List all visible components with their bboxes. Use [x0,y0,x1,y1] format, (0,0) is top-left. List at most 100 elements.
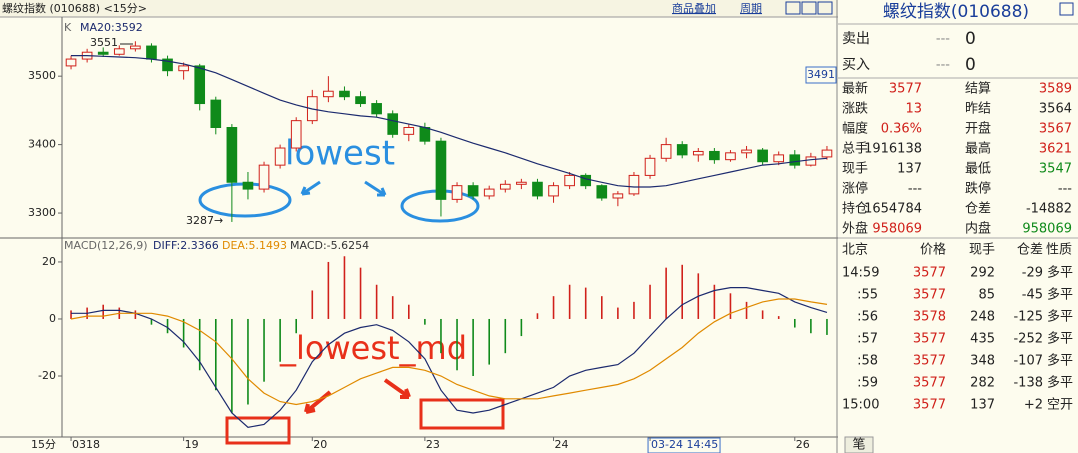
field-value: 3567 [1039,122,1072,137]
table-cell: 3577 [913,332,946,347]
table-cell: 3577 [913,288,946,303]
candle-body [532,181,543,197]
icon-button[interactable] [1059,2,1074,16]
legend-entry: DEA:5.1493 [222,239,287,252]
series-line [71,55,828,188]
table-cell: 3577 [913,266,946,281]
icon-button[interactable] [785,1,801,15]
field-label: 现手 [842,162,868,177]
icon-button[interactable] [801,1,817,15]
candle-body [596,185,608,199]
table-cell: :57 [857,332,878,347]
field-label: 跌停 [965,181,991,197]
table-cell: 292 [970,266,995,281]
candle-body [516,181,527,185]
field-value: 13 [905,102,922,117]
candle-body [499,183,511,190]
table-cell: 348 [970,354,995,369]
candle-body [709,150,720,161]
candle-body [725,152,736,161]
arrow [364,180,387,197]
candle-body [226,127,238,183]
y-tick-label: 3500 [28,69,56,82]
tab-label[interactable]: 笔 [852,437,865,453]
table-cell: -29 [1022,266,1043,281]
field-value: 958069 [872,222,922,237]
candle-body [580,174,592,187]
series-line [70,298,828,406]
candle-body [757,149,768,163]
table-cell: 14:59 [842,266,879,281]
arrow [300,180,321,196]
table-cell: :56 [857,310,878,325]
icon-button[interactable] [817,1,833,15]
field-value: 3564 [1039,102,1072,117]
table-header: 仓差 [1017,243,1043,258]
table-cell: -107 [1013,354,1043,369]
field-label: 最高 [965,141,991,157]
candle-body [467,185,479,197]
table-cell: -125 [1013,310,1043,325]
candle-body [194,65,206,105]
field-label: 幅度 [842,121,868,137]
order-price: --- [936,58,950,73]
candle-body [548,185,559,197]
y-tick-label: 0 [49,312,56,325]
field-value: 1916138 [864,142,922,157]
field-value: 1654784 [864,202,922,217]
field-value: 3547 [1039,162,1072,177]
x-tick-label: 0318 [72,438,100,451]
table-header: 价格 [920,242,946,258]
x-tick-label: 23 [426,438,440,451]
table-cell: -45 [1022,288,1043,303]
table-cell: 多平 [1047,375,1073,391]
candle-body [660,144,672,159]
candle-body [130,45,141,50]
table-cell: 137 [970,398,995,413]
table-cell: 435 [970,332,995,347]
candle-body [178,65,189,72]
candle-body [258,164,270,190]
table-cell: 多平 [1047,287,1073,303]
field-label: 总手 [842,142,868,157]
tab[interactable] [844,436,874,453]
candle-body [146,45,157,60]
table-cell: 15:00 [842,398,879,413]
y-tick-label: 3300 [28,206,56,219]
order-label: 卖出 [842,31,870,47]
x-tick-label: 20 [313,438,327,451]
y-tick-label: -20 [38,369,56,382]
candle-body [628,174,640,195]
candle-body [435,140,447,200]
candle-body [821,149,833,158]
x-tick-label: 26 [796,438,810,451]
candle-body [387,113,399,135]
table-cell: -252 [1013,332,1043,347]
table-header: 北京 [842,243,868,258]
field-label: 内盘 [965,221,991,237]
field-label: 外盘 [842,221,868,237]
highlight-box [225,416,291,445]
candle-body [789,154,801,166]
period-label: 15分 [31,438,56,451]
table-cell: 多平 [1047,331,1073,347]
x-tick-label: 19 [185,438,199,451]
table-cell: 空开 [1047,398,1073,413]
link[interactable]: 商品叠加 [672,1,716,15]
field-label: 涨停 [842,181,868,197]
indicator-title: MACD(12,26,9) [64,239,148,252]
price-marker: 3491 [807,68,835,81]
candle-body [371,103,382,115]
annotation: 3287→ [186,214,223,227]
field-label: 涨跌 [842,101,868,117]
link[interactable]: 周期 [740,2,762,15]
annotation: 3551 [90,36,118,49]
table-cell: +2 [1024,398,1043,413]
candle-body [773,154,785,163]
field-label: 昨结 [965,102,991,117]
field-label: 结算 [965,82,991,97]
table-cell: :55 [857,288,878,303]
field-value: --- [908,182,922,197]
arrow [383,378,411,399]
order-price: --- [936,32,950,47]
